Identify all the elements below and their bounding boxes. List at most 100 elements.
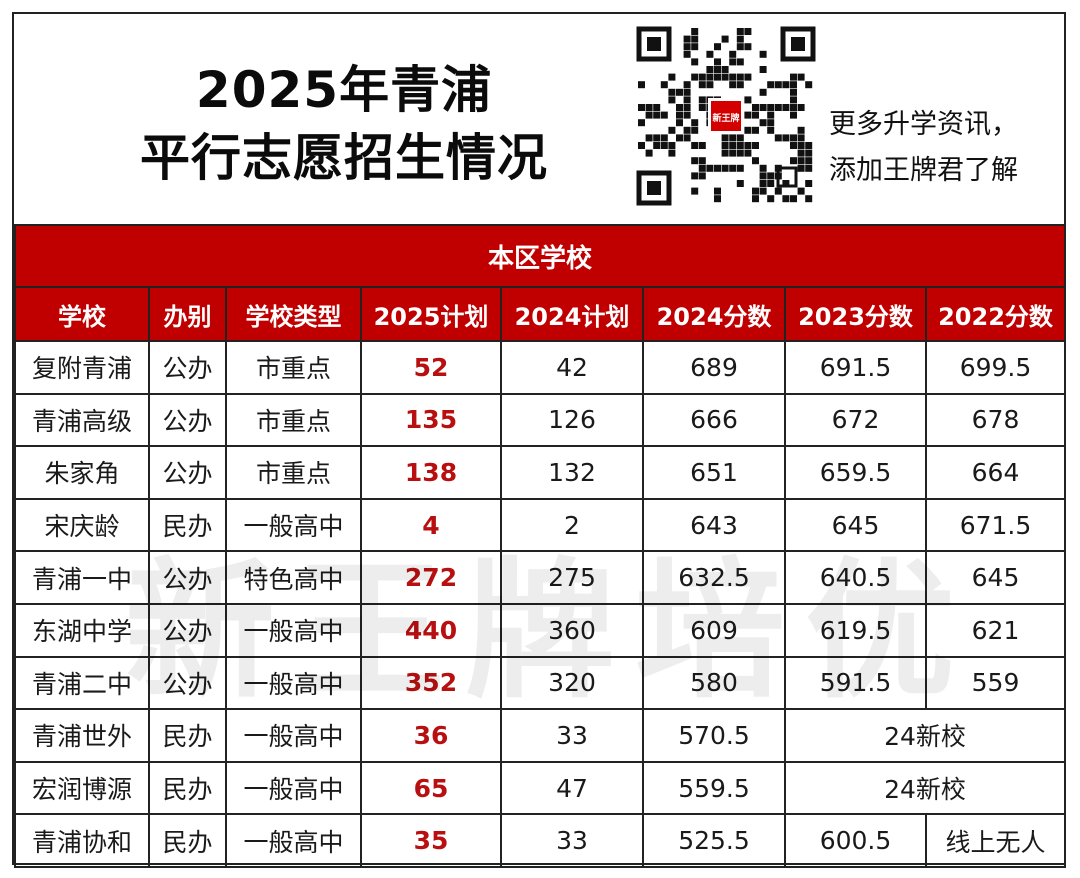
cell-score2022: 664 <box>924 445 1067 500</box>
cell-kind: 民办 <box>148 760 227 816</box>
table-row: 青浦二中 公办 一般高中 352 320 580 591.5 559 <box>14 655 1067 711</box>
cell-score2024: 643 <box>642 497 786 553</box>
cell-score2024: 525.5 <box>642 813 786 868</box>
admissions-table: 本区学校 学校 办别 学校类型 2025计划 2024计划 2024分数 2023分数 202… <box>13 224 1067 868</box>
promo-line-2: 添加王牌君了解 <box>829 155 1018 186</box>
cell-plan2024: 42 <box>500 340 644 395</box>
table-row: 青浦高级 公办 市重点 135 126 666 672 678 <box>14 392 1067 448</box>
cell-plan2025: 138 <box>360 445 502 500</box>
qr-logo <box>711 101 741 131</box>
cell-score2024: 689 <box>642 340 786 395</box>
table-row: 青浦世外 民办 一般高中 36 33 570.5 24新校 <box>14 708 1067 763</box>
cell-plan2025: 352 <box>360 655 502 711</box>
cell-score2022: 645 <box>924 550 1067 605</box>
page-title: 2025年青浦 平行志愿招生情况 <box>84 58 604 190</box>
column-header: 学校类型 <box>225 286 362 342</box>
table-row: 青浦协和 民办 一般高中 35 33 525.5 600.5 线上无人 <box>14 813 1067 868</box>
cell-plan2024: 275 <box>500 550 644 605</box>
column-header: 2023分数 <box>784 286 927 342</box>
cell-plan2025: 440 <box>360 602 502 658</box>
cell-plan2024: 33 <box>500 813 644 868</box>
cell-kind: 民办 <box>148 708 227 763</box>
promo-line-1: 更多升学资讯， <box>829 109 1018 140</box>
cell-score2023: 591.5 <box>784 655 927 711</box>
cell-score2023: 672 <box>784 392 927 448</box>
cell-score2024: 666 <box>642 392 786 448</box>
cell-plan2025: 52 <box>360 340 502 395</box>
cell-score2023: 691.5 <box>784 340 927 395</box>
cell-score2024: 580 <box>642 655 786 711</box>
cell-type: 一般高中 <box>225 497 362 553</box>
cell-school: 宏润博源 <box>14 760 150 816</box>
table-row: 宏润博源 民办 一般高中 65 47 559.5 24新校 <box>14 760 1067 816</box>
column-header: 2025计划 <box>360 286 502 342</box>
qr-logo-text: 新王牌 <box>712 112 739 124</box>
cell-type: 市重点 <box>225 445 362 500</box>
cell-score2023: 619.5 <box>784 602 927 658</box>
cell-plan2025: 65 <box>360 760 502 816</box>
cell-plan2024: 126 <box>500 392 644 448</box>
cell-type: 市重点 <box>225 392 362 448</box>
cell-plan2025: 36 <box>360 708 502 763</box>
cell-plan2024: 33 <box>500 708 644 763</box>
cell-plan2025: 272 <box>360 550 502 605</box>
cell-school: 青浦高级 <box>14 392 150 448</box>
cell-type: 市重点 <box>225 340 362 395</box>
cell-kind: 公办 <box>148 392 227 448</box>
cell-score2024: 609 <box>642 602 786 658</box>
cell-school: 朱家角 <box>14 445 150 500</box>
cell-score2022: 678 <box>924 392 1067 448</box>
cell-plan2025: 4 <box>360 497 502 553</box>
cell-plan2025: 135 <box>360 392 502 448</box>
table-row: 东湖中学 公办 一般高中 440 360 609 619.5 621 <box>14 602 1067 658</box>
cell-plan2024: 132 <box>500 445 644 500</box>
cell-score2022: 线上无人 <box>924 813 1067 868</box>
cell-type: 一般高中 <box>225 655 362 711</box>
cell-kind: 民办 <box>148 497 227 553</box>
table-row: 朱家角 公办 市重点 138 132 651 659.5 664 <box>14 445 1067 500</box>
cell-score2024: 651 <box>642 445 786 500</box>
cell-plan2024: 320 <box>500 655 644 711</box>
qr-code[interactable]: 新王牌 <box>634 24 818 208</box>
table-row: 青浦一中 公办 特色高中 272 275 632.5 640.5 645 <box>14 550 1067 605</box>
cell-school: 青浦世外 <box>14 708 150 763</box>
table-row: 宋庆龄 民办 一般高中 4 2 643 645 671.5 <box>14 497 1067 553</box>
cell-kind: 民办 <box>148 813 227 868</box>
cell-kind: 公办 <box>148 550 227 605</box>
cell-plan2024: 47 <box>500 760 644 816</box>
cell-type: 一般高中 <box>225 602 362 658</box>
title-line-1: 2025年青浦 <box>195 61 493 119</box>
column-header: 办别 <box>148 286 227 342</box>
title-line-2: 平行志愿招生情况 <box>140 129 548 187</box>
column-header: 2024计划 <box>500 286 644 342</box>
column-header: 2024分数 <box>642 286 786 342</box>
cell-school: 青浦一中 <box>14 550 150 605</box>
cell-plan2025: 35 <box>360 813 502 868</box>
cell-score2022: 621 <box>924 602 1067 658</box>
cell-score2024: 559.5 <box>642 760 786 816</box>
cell-kind: 公办 <box>148 602 227 658</box>
cell-score2022: 699.5 <box>924 340 1067 395</box>
cell-score2022: 671.5 <box>924 497 1067 553</box>
cell-kind: 公办 <box>148 445 227 500</box>
outer-border <box>12 12 1066 865</box>
cell-score2023: 640.5 <box>784 550 927 605</box>
cell-score2024: 632.5 <box>642 550 786 605</box>
cell-type: 特色高中 <box>225 550 362 605</box>
cell-type: 一般高中 <box>225 760 362 816</box>
cell-kind: 公办 <box>148 655 227 711</box>
cell-score2023: 645 <box>784 497 927 553</box>
table-row: 复附青浦 公办 市重点 52 42 689 691.5 699.5 <box>14 340 1067 395</box>
cell-score2024: 570.5 <box>642 708 786 763</box>
header: 2025年青浦 平行志愿招生情况 新王牌 更多升学资讯， 添加王牌君了解 <box>14 14 1064 224</box>
cell-school: 青浦二中 <box>14 655 150 711</box>
cell-plan2024: 2 <box>500 497 644 553</box>
cell-school: 复附青浦 <box>14 340 150 395</box>
cell-plan2024: 360 <box>500 602 644 658</box>
cell-kind: 公办 <box>148 340 227 395</box>
column-header: 2022分数 <box>924 286 1067 342</box>
cell-school: 青浦协和 <box>14 813 150 868</box>
cell-type: 一般高中 <box>225 708 362 763</box>
cell-school: 东湖中学 <box>14 602 150 658</box>
promo-text: 更多升学资讯， 添加王牌君了解 <box>829 102 1018 194</box>
